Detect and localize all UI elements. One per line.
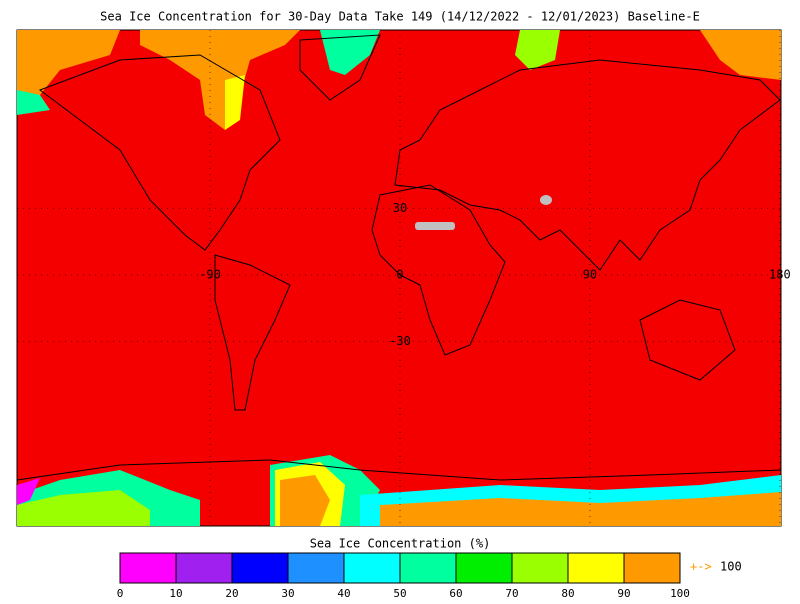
- lat-label: -30: [389, 334, 411, 348]
- arctic-ice: [17, 30, 120, 100]
- colorbar-cell: [343, 552, 401, 584]
- coastline: [639, 299, 736, 381]
- arctic-ice: [225, 75, 245, 130]
- coastline: [16, 459, 782, 481]
- colorbar-tick-label: 100: [670, 587, 690, 600]
- colorbar-cell: [119, 552, 177, 584]
- lat-label: 30: [393, 201, 407, 215]
- colorbar-tick-label: 20: [225, 587, 238, 600]
- overflow-label: 100: [720, 560, 742, 574]
- colorbar-tick-label: 70: [505, 587, 518, 600]
- antarctic-ice: [280, 475, 330, 526]
- antarctic-ice: [17, 478, 40, 505]
- colorbar-cell: [567, 552, 625, 584]
- overflow-arrow: +->: [690, 560, 712, 574]
- coastline: [299, 34, 381, 101]
- coastline: [394, 59, 781, 271]
- colorbar-tick-label: 60: [449, 587, 462, 600]
- lat-label: 0: [396, 268, 403, 282]
- colorbar-cell: [175, 552, 233, 584]
- colorbar-tick-label: 90: [617, 587, 630, 600]
- colorbar-cell: [455, 552, 513, 584]
- arctic-ice: [140, 30, 300, 130]
- colorbar-tick-label: 0: [117, 587, 124, 600]
- arctic-ice: [700, 30, 781, 80]
- antarctic-ice: [17, 490, 150, 526]
- colorbar-cell: [511, 552, 569, 584]
- arctic-ice: [320, 30, 380, 75]
- antarctic-ice: [380, 492, 781, 526]
- colorbar: Sea Ice Concentration (%) +-> 100 0 10 20 3…: [117, 537, 742, 601]
- lon-label: 180: [769, 268, 791, 282]
- colorbar-cell: [287, 552, 345, 584]
- arctic-ice: [17, 90, 50, 115]
- colorbar-cell: [231, 552, 289, 584]
- coastline: [371, 184, 506, 356]
- arctic-ice: [515, 30, 560, 70]
- lon-label: 90: [583, 268, 597, 282]
- land-mask: [540, 195, 552, 205]
- colorbar-tick-label: 10: [169, 587, 182, 600]
- colorbar-tick-label: 80: [561, 587, 574, 600]
- colorbar-title: Sea Ice Concentration (%): [310, 537, 491, 551]
- colorbar-tick-label: 50: [393, 587, 406, 600]
- lon-label: -90: [199, 268, 221, 282]
- colorbar-cell: [623, 552, 681, 584]
- ocean-field: [16, 29, 782, 527]
- colorbar-tick-label: 30: [281, 587, 294, 600]
- colorbar-tick-label: 40: [337, 587, 350, 600]
- title: Sea Ice Concentration for 30-Day Data Ta…: [100, 10, 700, 24]
- land-mask: [415, 222, 455, 230]
- map: 30 0 -30 -90 90 180: [16, 29, 791, 527]
- colorbar-cell: [399, 552, 457, 584]
